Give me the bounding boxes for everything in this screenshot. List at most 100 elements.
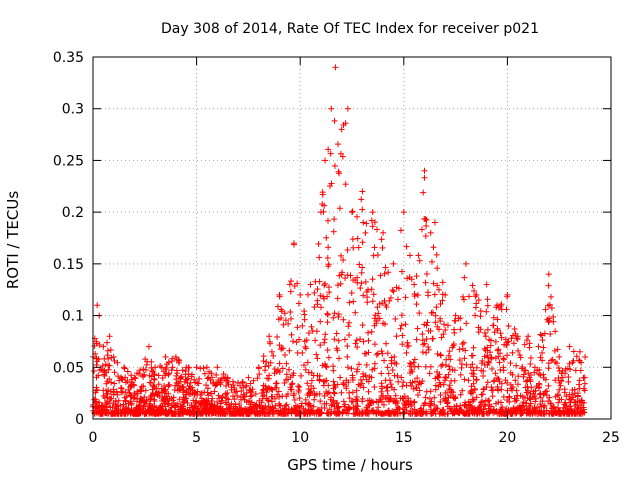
data-point: [446, 348, 453, 355]
data-point: [319, 362, 326, 369]
data-point: [305, 330, 312, 337]
data-point: [324, 319, 331, 326]
data-point: [403, 382, 410, 389]
data-point: [575, 405, 582, 412]
data-point: [545, 360, 552, 367]
data-point: [512, 377, 519, 384]
data-point: [150, 382, 157, 389]
data-point: [469, 282, 476, 289]
data-point: [484, 302, 491, 309]
data-point: [140, 366, 147, 373]
data-point: [378, 236, 385, 243]
data-point: [488, 387, 495, 394]
data-point: [100, 392, 107, 399]
data-point: [552, 393, 559, 400]
data-point: [482, 333, 489, 340]
data-point: [357, 382, 364, 389]
data-point: [400, 209, 407, 216]
data-points: [90, 64, 589, 417]
data-point: [286, 347, 293, 354]
x-tick-label: 10: [291, 430, 309, 446]
data-point: [558, 370, 565, 377]
data-point: [222, 399, 229, 406]
data-point: [349, 389, 356, 396]
data-point: [432, 386, 439, 393]
data-point: [333, 345, 340, 352]
data-point: [437, 398, 444, 405]
data-point: [452, 394, 459, 401]
data-point: [355, 361, 362, 368]
data-point: [374, 252, 381, 259]
data-point: [338, 126, 345, 133]
data-point: [179, 410, 186, 417]
data-point: [554, 346, 561, 353]
data-point: [439, 291, 446, 298]
data-point: [385, 370, 392, 377]
data-point: [355, 381, 362, 388]
data-point: [404, 275, 411, 282]
data-point: [175, 408, 182, 415]
data-point: [122, 379, 129, 386]
data-point: [536, 391, 543, 398]
data-point: [371, 219, 378, 226]
data-point: [325, 284, 332, 291]
data-point: [346, 332, 353, 339]
data-point: [192, 379, 199, 386]
data-point: [467, 402, 474, 409]
data-point: [311, 390, 318, 397]
data-point: [383, 304, 390, 311]
data-point: [365, 337, 372, 344]
data-point: [283, 371, 290, 378]
data-point: [141, 371, 148, 378]
data-point: [515, 347, 522, 354]
data-point: [281, 379, 288, 386]
data-point: [291, 396, 298, 403]
data-point: [159, 375, 166, 382]
data-point: [439, 406, 446, 413]
data-point: [511, 325, 518, 332]
data-point: [302, 345, 309, 352]
data-point: [215, 392, 222, 399]
data-point: [469, 361, 476, 368]
data-point: [381, 321, 388, 328]
data-point: [321, 339, 328, 346]
data-point: [457, 326, 464, 333]
data-point: [166, 381, 173, 388]
data-point: [314, 407, 321, 414]
data-point: [338, 389, 345, 396]
data-point: [479, 398, 486, 405]
data-point: [463, 361, 470, 368]
data-point: [154, 410, 161, 417]
data-point: [561, 389, 568, 396]
data-point: [100, 343, 107, 350]
data-point: [408, 383, 415, 390]
data-point: [204, 400, 211, 407]
data-point: [222, 382, 229, 389]
data-point: [176, 357, 183, 364]
data-point: [536, 366, 543, 373]
data-point: [502, 377, 509, 384]
data-point: [495, 346, 502, 353]
data-point: [102, 407, 109, 414]
x-tick-label: 20: [498, 430, 516, 446]
data-point: [437, 391, 444, 398]
data-point: [241, 407, 248, 414]
data-point: [305, 386, 312, 393]
data-point: [198, 400, 205, 407]
data-point: [165, 400, 172, 407]
data-point: [384, 350, 391, 357]
data-point: [434, 265, 441, 272]
data-point: [540, 390, 547, 397]
data-point: [534, 404, 541, 411]
data-point: [545, 302, 552, 309]
data-point: [456, 357, 463, 364]
data-point: [421, 321, 428, 328]
data-point: [334, 295, 341, 302]
data-point: [422, 363, 429, 370]
data-point: [457, 391, 464, 398]
data-point: [408, 403, 415, 410]
data-point: [229, 409, 236, 416]
x-axis-label: GPS time / hours: [287, 456, 413, 474]
data-point: [168, 367, 175, 374]
data-point: [381, 270, 388, 277]
